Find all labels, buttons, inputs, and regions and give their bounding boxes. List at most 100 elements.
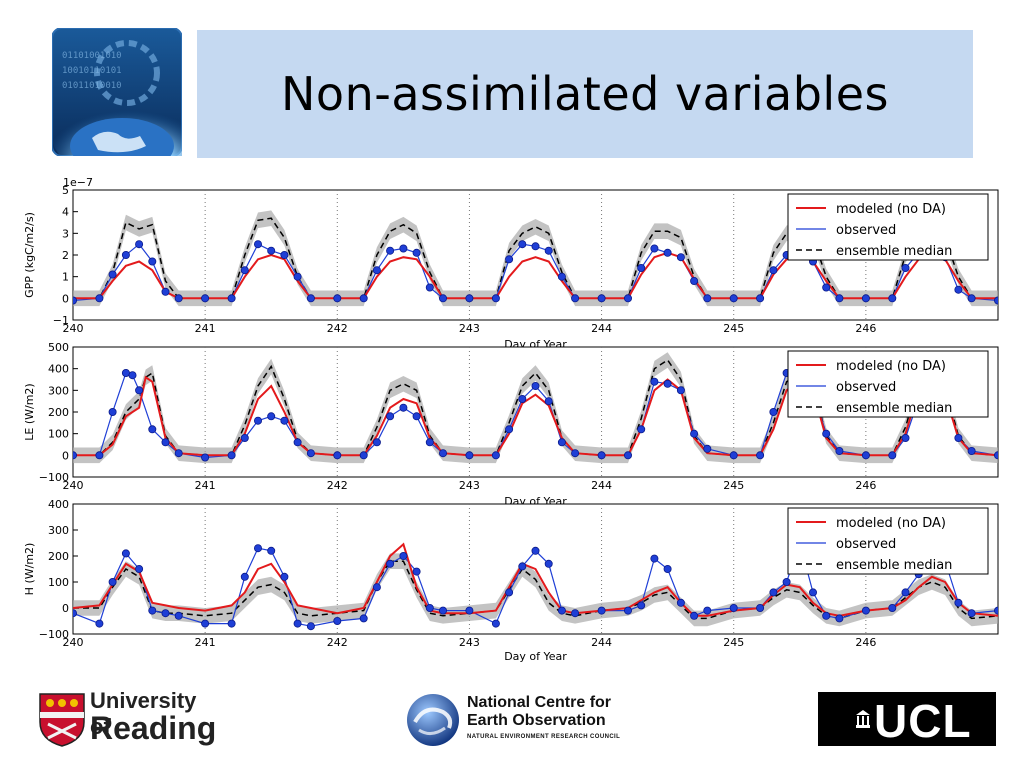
observed-point — [399, 403, 408, 412]
observed-point — [240, 433, 249, 442]
observed-point — [756, 294, 765, 303]
observed-point — [901, 433, 910, 442]
x-tick-label: 243 — [459, 636, 480, 649]
observed-point — [73, 609, 77, 618]
observed-point — [729, 451, 738, 460]
observed-point — [690, 277, 699, 286]
y-tick-label: 200 — [48, 406, 69, 419]
observed-point — [822, 611, 831, 620]
chart-panel-1: 240 241 242 243 244 245 246 −1 0 1 2 3 4 51e−7 GPP (kg… — [23, 176, 999, 351]
observed-point — [650, 554, 659, 563]
observed-point — [703, 606, 712, 615]
nceo-line3: NATURAL ENVIRONMENT RESEARCH COUNCIL — [467, 734, 621, 740]
observed-point — [372, 266, 381, 275]
svg-text:01101001010: 01101001010 — [62, 51, 122, 61]
observed-point — [557, 606, 566, 615]
observed-point — [240, 572, 249, 581]
observed-point — [954, 598, 963, 607]
observed-point — [438, 449, 447, 458]
observed-point — [399, 244, 408, 253]
x-tick-label: 245 — [723, 479, 744, 492]
reading-crest-icon — [39, 693, 85, 747]
x-tick-label: 246 — [855, 479, 876, 492]
observed-point — [227, 294, 236, 303]
observed-point — [293, 272, 302, 281]
y-axis-label: H (W/m2) — [23, 543, 36, 596]
observed-point — [967, 446, 976, 455]
observed-point — [994, 296, 998, 305]
observed-point — [901, 264, 910, 273]
observed-point — [333, 451, 342, 460]
y-tick-label: 300 — [48, 524, 69, 537]
y-tick-label: 0 — [62, 292, 69, 305]
x-tick-label: 244 — [591, 636, 612, 649]
observed-point — [663, 379, 672, 388]
observed-point — [861, 606, 870, 615]
observed-point — [333, 294, 342, 303]
slide-title: Non-assimilated variables — [281, 67, 889, 121]
observed-point — [333, 616, 342, 625]
observed-point — [571, 294, 580, 303]
observed-point — [306, 622, 315, 631]
x-tick-label: 243 — [459, 479, 480, 492]
observed-point — [161, 287, 170, 296]
observed-point — [544, 246, 553, 255]
chart-legend: modeled (no DA) observed ensemble median — [787, 193, 989, 261]
observed-point — [412, 567, 421, 576]
modeled-line — [73, 542, 998, 617]
observed-point — [624, 451, 633, 460]
x-tick-label: 240 — [63, 479, 84, 492]
observed-point — [888, 451, 897, 460]
observed-point — [769, 266, 778, 275]
plot-data — [73, 536, 998, 631]
observed-point — [293, 438, 302, 447]
observed-point — [425, 438, 434, 447]
y-tick-label: 100 — [48, 428, 69, 441]
observed-point — [465, 294, 474, 303]
observed-point — [624, 294, 633, 303]
observed-point — [637, 601, 646, 610]
legend-label: modeled (no DA) — [836, 202, 946, 217]
observed-point — [425, 283, 434, 292]
observed-point — [386, 246, 395, 255]
observed-point — [531, 546, 540, 555]
observed-point — [95, 451, 104, 460]
observed-point — [306, 449, 315, 458]
observed-point — [121, 251, 130, 260]
modeled-line — [73, 375, 998, 457]
chart-area: 240 241 242 243 244 245 246 −1 0 1 2 3 4 51e−7 GPP (kg… — [23, 176, 999, 663]
observed-point — [399, 551, 408, 560]
modeled-line — [73, 251, 998, 300]
legend-label: modeled (no DA) — [836, 516, 946, 531]
y-tick-label: 400 — [48, 363, 69, 376]
observed-point — [835, 294, 844, 303]
y-axis-label: LE (W/m2) — [23, 383, 36, 440]
observed-point — [505, 588, 514, 597]
observed-point — [782, 577, 791, 586]
observed-point — [412, 248, 421, 257]
observed-point — [954, 433, 963, 442]
observed-point — [253, 240, 262, 249]
observed-point — [148, 257, 157, 266]
observed-point — [425, 603, 434, 612]
observed-point — [518, 394, 527, 403]
observed-point — [624, 606, 633, 615]
legend-label: observed — [836, 537, 896, 552]
svg-text:10010110101: 10010110101 — [62, 66, 122, 76]
observed-point — [306, 294, 315, 303]
observed-point — [73, 451, 77, 460]
slide-logo: 01101001010 10010110101 01011010010 — [51, 27, 192, 178]
plot-data — [73, 210, 998, 307]
observed-point — [690, 429, 699, 438]
legend-label: ensemble median — [836, 401, 952, 416]
observed-point — [438, 294, 447, 303]
observed-point — [491, 451, 500, 460]
y-tick-label: 0 — [62, 602, 69, 615]
observed-point — [531, 242, 540, 251]
nceo-logo: National Centre for Earth Observation NA… — [405, 690, 645, 750]
observed-point — [756, 603, 765, 612]
x-tick-label: 241 — [195, 636, 216, 649]
observed-point — [822, 283, 831, 292]
y-tick-label: 200 — [48, 550, 69, 563]
chart-legend: modeled (no DA) observed ensemble median — [787, 350, 989, 418]
